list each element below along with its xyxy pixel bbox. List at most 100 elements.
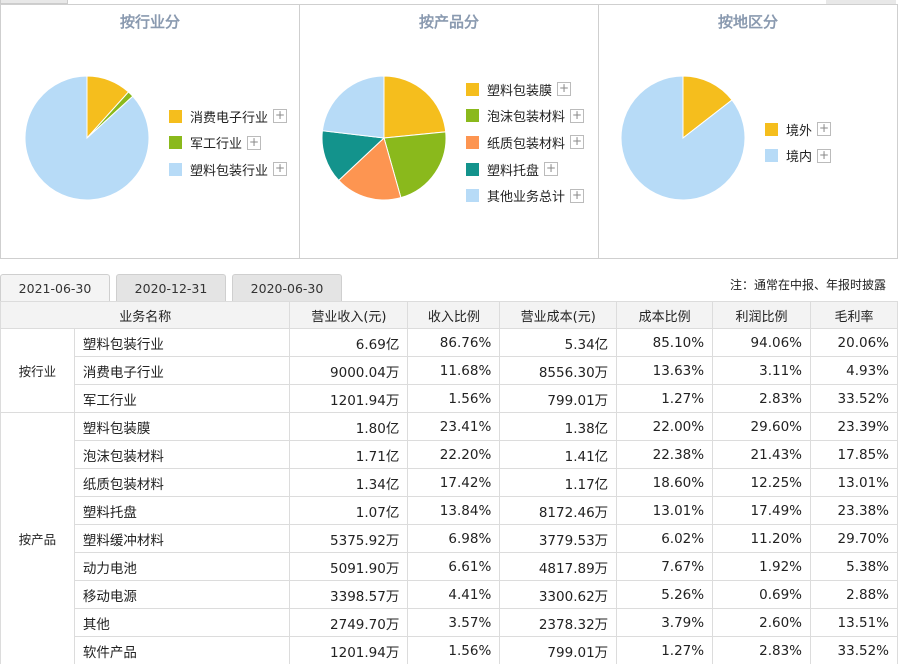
- tab-2020-12-31[interactable]: 2020-12-31: [116, 274, 226, 303]
- tab-2021-06-30[interactable]: 2021-06-30: [0, 274, 110, 303]
- region-pie-chart: [621, 76, 745, 200]
- pie-slice[interactable]: [682, 76, 733, 140]
- cell-value: 1.80亿: [289, 412, 409, 441]
- cell-value: 6.02%: [616, 524, 714, 553]
- cell-value: 2378.32万: [499, 608, 618, 637]
- cell-value: 22.00%: [616, 412, 714, 441]
- header-gross-margin: 毛利率: [810, 301, 898, 329]
- panel-title: 按产品分: [418, 13, 479, 31]
- cell-value: 33.52%: [810, 384, 898, 413]
- legend-swatch: [169, 136, 182, 150]
- cell-value: 2.83%: [712, 384, 812, 413]
- group-label: 按行业: [0, 328, 75, 413]
- cell-business-name: 软件产品: [73, 636, 291, 664]
- legend-label: 境外: [786, 123, 813, 139]
- cell-value: 5.26%: [616, 580, 714, 609]
- cell-value: 3779.53万: [499, 524, 618, 553]
- expand-plus-icon[interactable]: +: [817, 121, 832, 137]
- cell-business-name: 塑料缓冲材料: [73, 524, 291, 553]
- cell-value: 6.61%: [407, 552, 501, 581]
- cell-value: 22.20%: [407, 440, 501, 469]
- cell-value: 11.68%: [407, 356, 501, 385]
- cell-value: 4.41%: [407, 580, 501, 609]
- legend-swatch: [466, 82, 479, 96]
- expand-plus-icon[interactable]: +: [817, 147, 832, 163]
- pie-slice[interactable]: [621, 76, 745, 200]
- table-row: 其他 2749.70万 3.57% 2378.32万 3.79% 2.60% 13.51%: [1, 608, 898, 637]
- tab-2020-06-30[interactable]: 2020-06-30: [232, 274, 342, 303]
- pie-slice[interactable]: [383, 131, 446, 199]
- cell-value: 13.01%: [810, 468, 898, 497]
- header-revenue: 营业收入(元): [289, 301, 409, 329]
- pie-slice[interactable]: [338, 137, 402, 200]
- legend-item: 境内 +: [765, 143, 832, 170]
- legend-swatch: [765, 149, 778, 163]
- legend-label: 军工行业: [190, 137, 243, 153]
- panel-industry: 按行业分 消费电子行业 + 军工行业 + 塑料包装行业 +: [1, 5, 300, 258]
- legend-item: 军工行业 +: [169, 130, 287, 157]
- cell-value: 13.63%: [616, 356, 714, 385]
- region-legend: 境外 + 境内 +: [765, 116, 832, 170]
- cell-value: 1.71亿: [289, 440, 409, 469]
- legend-label: 其他业务总计: [487, 190, 566, 206]
- expand-plus-icon[interactable]: +: [570, 187, 585, 203]
- expand-plus-icon[interactable]: +: [557, 81, 572, 97]
- cell-value: 13.84%: [407, 496, 501, 525]
- cell-value: 0.69%: [712, 580, 812, 609]
- table-row: 泡沫包装材料 1.71亿 22.20% 1.41亿 22.38% 21.43% 17.85%: [1, 440, 898, 469]
- cell-value: 799.01万: [499, 636, 618, 664]
- header-cost: 营业成本(元): [499, 301, 618, 329]
- cell-value: 3.11%: [712, 356, 812, 385]
- table-row: 纸质包装材料 1.34亿 17.42% 1.17亿 18.60% 12.25% 13.01%: [1, 468, 898, 497]
- cell-value: 17.85%: [810, 440, 898, 469]
- legend-item: 纸质包装材料 +: [466, 129, 585, 156]
- cell-value: 5375.92万: [289, 524, 409, 553]
- cell-value: 5.38%: [810, 552, 898, 581]
- table-row: 动力电池 5091.90万 6.61% 4817.89万 7.67% 1.92% 5.38%: [1, 552, 898, 581]
- cell-value: 1.41亿: [499, 440, 618, 469]
- panel-product: 按产品分 塑料包装膜 + 泡沫包装材料 + 纸质包装材料 + 塑料托盘 + 其他业务总计 +: [300, 5, 599, 258]
- cell-value: 8556.30万: [499, 356, 618, 385]
- cell-value: 3398.57万: [289, 580, 409, 609]
- cell-business-name: 塑料托盘: [73, 496, 291, 525]
- product-legend: 塑料包装膜 + 泡沫包装材料 + 纸质包装材料 + 塑料托盘 + 其他业务总计 +: [466, 76, 585, 209]
- industry-pie-chart: [25, 76, 149, 200]
- pie-slice[interactable]: [322, 130, 386, 182]
- expand-plus-icon[interactable]: +: [273, 108, 288, 124]
- table-row: 军工行业 1201.94万 1.56% 799.01万 1.27% 2.83% 33.52%: [1, 384, 898, 413]
- expand-plus-icon[interactable]: +: [570, 134, 585, 150]
- cell-value: 1.56%: [407, 384, 501, 413]
- pie-slice[interactable]: [25, 76, 149, 200]
- legend-label: 塑料托盘: [487, 163, 540, 179]
- top-button-fragment: [826, 0, 896, 4]
- cell-value: 23.39%: [810, 412, 898, 441]
- cell-value: 12.25%: [712, 468, 812, 497]
- cell-value: 20.06%: [810, 328, 898, 357]
- pie-slice[interactable]: [383, 76, 446, 139]
- expand-plus-icon[interactable]: +: [544, 161, 559, 177]
- cell-value: 8172.46万: [499, 496, 618, 525]
- table-row: 软件产品 1201.94万 1.56% 799.01万 1.27% 2.83% 33.52%: [1, 636, 898, 664]
- cell-value: 1.56%: [407, 636, 501, 664]
- legend-item: 塑料包装膜 +: [466, 76, 584, 103]
- expand-plus-icon[interactable]: +: [570, 107, 585, 123]
- expand-plus-icon[interactable]: +: [247, 134, 262, 150]
- cell-value: 6.98%: [407, 524, 501, 553]
- cell-value: 1.27%: [616, 636, 714, 664]
- cell-business-name: 纸质包装材料: [73, 468, 291, 497]
- expand-plus-icon[interactable]: +: [273, 161, 288, 177]
- industry-legend: 消费电子行业 + 军工行业 + 塑料包装行业 +: [169, 103, 288, 183]
- cell-value: 9000.04万: [289, 356, 409, 385]
- cell-value: 23.41%: [407, 412, 501, 441]
- table-row: 消费电子行业 9000.04万 11.68% 8556.30万 13.63% 3.11% 4…: [1, 356, 898, 385]
- table-row: 按产品 塑料包装膜 1.80亿 23.41% 1.38亿 22.00% 29.60% 23.3…: [0, 412, 898, 664]
- legend-item: 境外 +: [765, 116, 832, 143]
- cell-value: 29.60%: [712, 412, 812, 441]
- cell-value: 3.79%: [616, 608, 714, 637]
- pie-slice[interactable]: [322, 76, 385, 139]
- cell-value: 2.88%: [810, 580, 898, 609]
- legend-item: 泡沫包装材料 +: [466, 103, 585, 130]
- legend-swatch: [765, 122, 778, 136]
- cell-value: 13.51%: [810, 608, 898, 637]
- cell-business-name: 军工行业: [73, 384, 291, 413]
